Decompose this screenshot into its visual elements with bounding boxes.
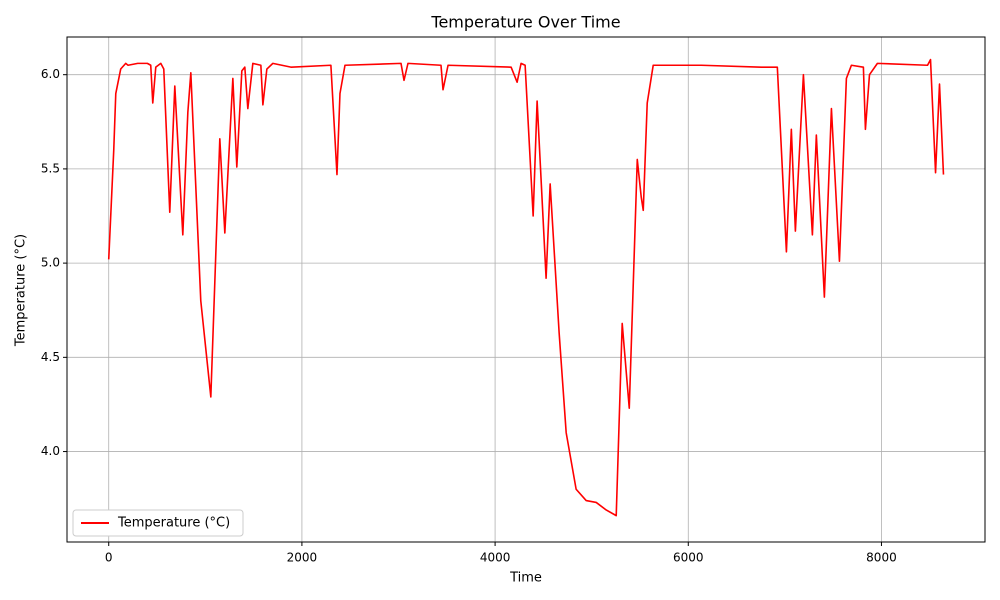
x-tick-label: 8000 bbox=[866, 551, 897, 565]
x-tick-label: 4000 bbox=[480, 551, 511, 565]
y-tick-label: 4.0 bbox=[41, 444, 60, 458]
x-tick-label: 6000 bbox=[673, 551, 704, 565]
y-axis-label: Temperature (°C) bbox=[14, 234, 29, 347]
x-tick-label: 2000 bbox=[287, 551, 318, 565]
x-tick-label: 0 bbox=[105, 551, 113, 565]
data-line bbox=[107, 58, 945, 517]
y-tick-label: 5.5 bbox=[41, 161, 60, 175]
y-tick-label: 5.0 bbox=[41, 256, 60, 270]
plot-frame bbox=[66, 36, 986, 543]
y-tick-label: 6.0 bbox=[41, 67, 60, 81]
legend-label: Temperature (°C) bbox=[117, 516, 230, 531]
legend-box bbox=[72, 509, 244, 537]
chart-title: Temperature Over Time bbox=[430, 13, 620, 32]
x-axis-label: Time bbox=[509, 571, 542, 586]
y-tick-label: 4.5 bbox=[41, 350, 60, 364]
